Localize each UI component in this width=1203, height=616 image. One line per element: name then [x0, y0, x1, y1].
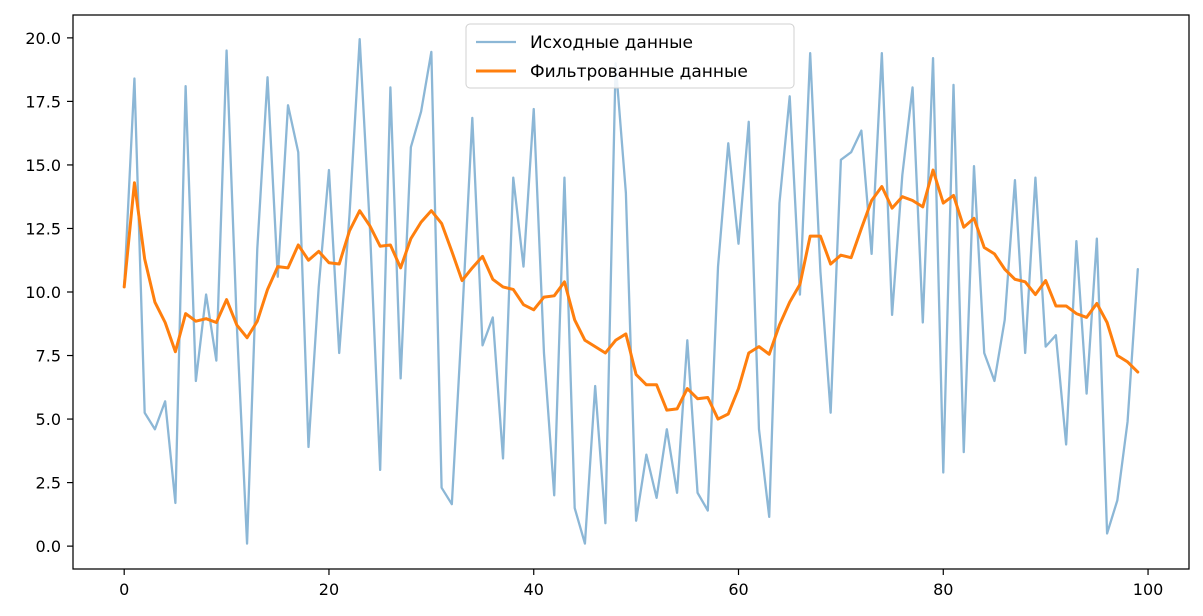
x-tick-label: 80	[933, 580, 953, 599]
y-tick-label: 15.0	[25, 156, 61, 175]
legend: Исходные данные Фильтрованные данные	[465, 23, 795, 89]
y-tick-label: 5.0	[36, 410, 61, 429]
y-tick-label: 17.5	[25, 92, 61, 111]
x-tick-label: 100	[1133, 580, 1164, 599]
series-line-2	[122, 168, 1140, 421]
y-tick-label: 7.5	[36, 347, 61, 366]
legend-label-1: Исходные данные	[530, 33, 693, 53]
y-tick-label: 0.0	[36, 537, 61, 556]
y-tick-label: 2.5	[36, 474, 61, 493]
x-tick-label: 60	[728, 580, 748, 599]
y-tick-label: 10.0	[25, 283, 61, 302]
y-tick-label: 20.0	[25, 29, 61, 48]
x-tick-label: 0	[119, 580, 129, 599]
plot-lines	[122, 37, 1140, 545]
legend-box	[465, 23, 795, 89]
axes-ticks: 0 20 40 60 80 100 0.0 2.5 5.0 7.5 10.0 12.5 15.0 17.5…	[25, 29, 1163, 599]
x-tick-label: 20	[319, 580, 339, 599]
y-tick-label: 12.5	[25, 219, 61, 238]
x-tick-label: 40	[524, 580, 544, 599]
legend-label-2: Фильтрованные данные	[530, 62, 748, 82]
